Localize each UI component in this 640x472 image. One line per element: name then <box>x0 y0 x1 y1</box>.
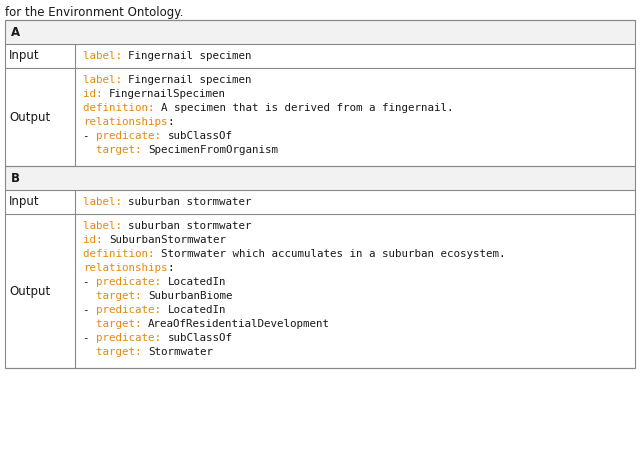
Text: predicate:: predicate: <box>96 305 168 315</box>
Text: Input: Input <box>9 50 40 62</box>
Bar <box>5 68 635 166</box>
Text: Stormwater: Stormwater <box>148 347 213 357</box>
Text: definition:: definition: <box>83 249 161 259</box>
Text: suburban stormwater: suburban stormwater <box>129 221 252 231</box>
Text: relationships: relationships <box>83 117 168 127</box>
Bar <box>5 44 635 68</box>
Text: target:: target: <box>96 291 148 301</box>
Text: relationships: relationships <box>83 263 168 273</box>
Text: id:: id: <box>83 89 109 99</box>
Bar <box>5 20 635 368</box>
Bar <box>5 166 635 190</box>
Text: id:: id: <box>83 235 109 245</box>
Text: label:: label: <box>83 197 129 207</box>
Text: Stormwater which accumulates in a suburban ecosystem.: Stormwater which accumulates in a suburb… <box>161 249 506 259</box>
Text: FingernailSpecimen: FingernailSpecimen <box>109 89 226 99</box>
Text: AreaOfResidentialDevelopment: AreaOfResidentialDevelopment <box>148 319 330 329</box>
Text: Input: Input <box>9 195 40 209</box>
Text: -: - <box>83 131 96 141</box>
Text: :: : <box>168 263 174 273</box>
Text: target:: target: <box>96 347 148 357</box>
Text: -: - <box>83 333 96 343</box>
Text: SpecimenFromOrganism: SpecimenFromOrganism <box>148 145 278 155</box>
Text: subClassOf: subClassOf <box>168 333 232 343</box>
Text: LocatedIn: LocatedIn <box>168 305 226 315</box>
Text: A specimen that is derived from a fingernail.: A specimen that is derived from a finger… <box>161 103 454 113</box>
Text: A: A <box>11 25 20 39</box>
Text: subClassOf: subClassOf <box>168 131 232 141</box>
Text: target:: target: <box>96 145 148 155</box>
Text: for the Environment Ontology.: for the Environment Ontology. <box>5 6 184 19</box>
Text: suburban stormwater: suburban stormwater <box>129 197 252 207</box>
Bar <box>5 20 635 44</box>
Text: LocatedIn: LocatedIn <box>168 277 226 287</box>
Text: predicate:: predicate: <box>96 277 168 287</box>
Text: Fingernail specimen: Fingernail specimen <box>129 51 252 61</box>
Text: predicate:: predicate: <box>96 131 168 141</box>
Text: target:: target: <box>96 319 148 329</box>
Text: label:: label: <box>83 51 129 61</box>
Text: :: : <box>168 117 174 127</box>
Text: SuburbanBiome: SuburbanBiome <box>148 291 232 301</box>
Text: B: B <box>11 171 20 185</box>
Text: Output: Output <box>9 285 51 297</box>
Text: -: - <box>83 305 96 315</box>
Text: label:: label: <box>83 75 129 85</box>
Text: definition:: definition: <box>83 103 161 113</box>
Text: SuburbanStormwater: SuburbanStormwater <box>109 235 226 245</box>
Bar <box>5 214 635 368</box>
Text: Output: Output <box>9 110 51 124</box>
Bar <box>5 190 635 214</box>
Text: -: - <box>83 277 96 287</box>
Text: label:: label: <box>83 221 129 231</box>
Text: predicate:: predicate: <box>96 333 168 343</box>
Text: Fingernail specimen: Fingernail specimen <box>129 75 252 85</box>
